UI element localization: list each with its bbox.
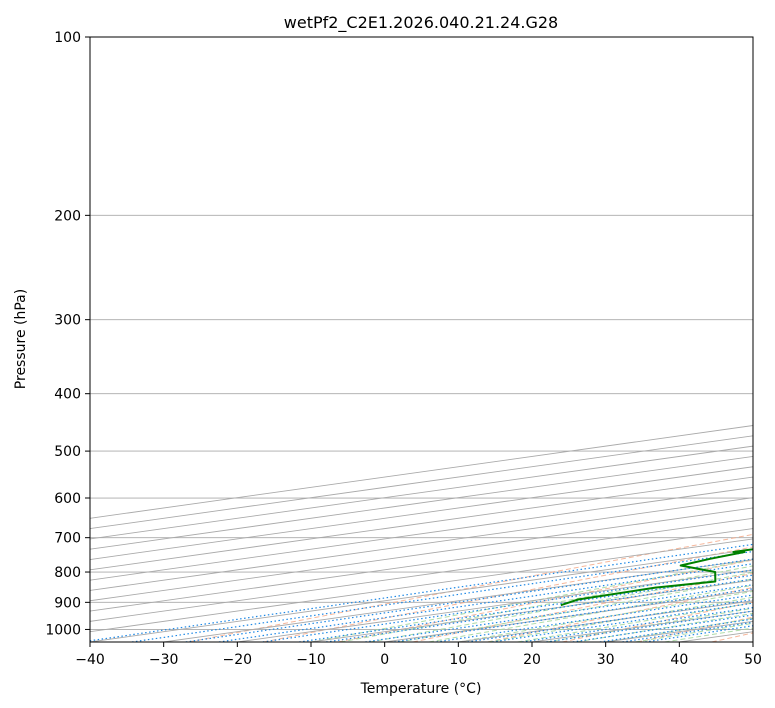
plot-frame	[89, 36, 754, 643]
x-tick-label: −40	[75, 652, 105, 668]
profile-series	[560, 548, 753, 607]
mixing-ratio-line	[218, 563, 753, 642]
mixing-ratio-line	[326, 578, 753, 642]
mixing-ratio-line	[299, 574, 753, 642]
x-axis-label: Temperature (°C)	[360, 681, 482, 697]
x-tick-label: 20	[523, 652, 541, 668]
isotherm-line	[90, 517, 753, 612]
y-tick-label: 400	[54, 387, 81, 403]
isotherm-line	[752, 641, 753, 642]
moist-adiabat-line	[340, 565, 753, 642]
y-tick-label: 200	[54, 208, 81, 224]
moist-adiabat-line	[428, 584, 753, 642]
plot-background	[90, 37, 753, 642]
isotherm-line	[90, 466, 753, 560]
axes: −40 −30 −20 −10 0 10 20 30 40 50 100 200 300 400 500 60…	[45, 30, 762, 668]
y-tick-label: 1000	[45, 622, 81, 638]
y-tick-label: 300	[54, 313, 81, 329]
x-tick-label: 30	[597, 652, 615, 668]
y-tick-label: 700	[54, 531, 81, 547]
x-tick-label: −20	[223, 652, 253, 668]
mixing-ratio-line	[572, 614, 753, 642]
isotherm-line	[90, 476, 753, 571]
moist-adiabat-line	[458, 590, 753, 642]
y-tick-label: 900	[54, 595, 81, 611]
isotherm-line	[90, 528, 753, 622]
y-axis-label: Pressure (hPa)	[13, 289, 29, 389]
mixing-ratio-line	[131, 550, 753, 642]
chart-title: wetPf2_C2E1.2026.040.21.24.G28	[284, 13, 558, 33]
moist-adiabat-line	[399, 578, 753, 642]
dry-adiabat-line	[188, 533, 753, 642]
isotherm-line	[90, 497, 753, 591]
moist-adiabat-line	[369, 571, 753, 642]
x-tick-label: 10	[449, 652, 467, 668]
y-tick-label: 100	[54, 30, 81, 46]
x-tick-label: 40	[670, 652, 688, 668]
isotherm-line	[90, 486, 753, 581]
isotherm-line	[90, 455, 753, 550]
isotherm-line	[90, 507, 753, 602]
y-tick-label: 800	[54, 565, 81, 581]
x-tick-label: −10	[296, 652, 326, 668]
y-tick-label: 600	[54, 491, 81, 507]
y-tick-label: 500	[54, 444, 81, 460]
background-lines	[90, 37, 753, 642]
x-tick-label: 50	[744, 652, 762, 668]
mixing-ratio-line	[185, 558, 753, 642]
dewpoint-profile-line	[560, 548, 753, 607]
moist-adiabat-line	[487, 596, 753, 642]
x-tick-label: 0	[380, 652, 389, 668]
isotherm-line	[90, 538, 753, 633]
mixing-ratio-line	[262, 569, 753, 642]
x-tick-label: −30	[149, 652, 179, 668]
